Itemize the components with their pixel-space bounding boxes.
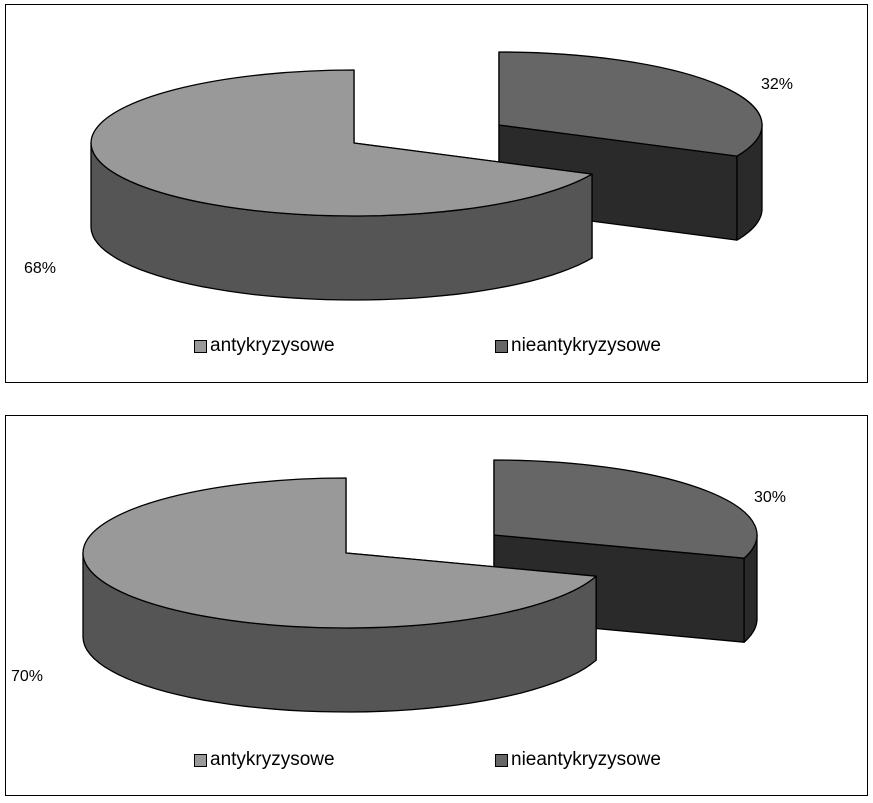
legend-label-nieantykryzysowe: nieantykryzysowe xyxy=(511,335,661,356)
pie-chart-2-plot: 70% 30% xyxy=(11,459,786,713)
data-label-antykryzysowe: 70% xyxy=(11,668,43,685)
legend-swatch-antykryzysowe xyxy=(194,339,207,353)
legend-item-nieantykryzysowe: nieantykryzysowe xyxy=(495,335,661,357)
legend-swatch-nieantykryzysowe xyxy=(495,753,508,767)
pie-slice-antykryzysowe xyxy=(90,69,593,301)
legend-item-antykryzysowe: antykryzysowe xyxy=(194,335,335,357)
legend-label-antykryzysowe: antykryzysowe xyxy=(210,749,335,770)
data-label-nieantykryzysowe: 30% xyxy=(754,489,786,506)
legend-item-nieantykryzysowe: nieantykryzysowe xyxy=(495,749,661,771)
pie-slice-antykryzysowe xyxy=(82,477,597,713)
legend-label-antykryzysowe: antykryzysowe xyxy=(210,335,335,356)
pie-chart-1: 68% 32% antykryzysowe nieantykryzysowe xyxy=(5,4,868,383)
legend-swatch-nieantykryzysowe xyxy=(495,339,508,353)
pie-chart-1-plot: 68% 32% xyxy=(24,51,793,301)
data-label-nieantykryzysowe: 32% xyxy=(761,76,793,93)
legend-swatch-antykryzysowe xyxy=(194,753,207,767)
legend-item-antykryzysowe: antykryzysowe xyxy=(194,749,335,771)
pie-chart-2: 70% 30% antykryzysowe nieantykryzysowe xyxy=(5,415,868,796)
legend-label-nieantykryzysowe: nieantykryzysowe xyxy=(511,749,661,770)
data-label-antykryzysowe: 68% xyxy=(24,260,56,277)
